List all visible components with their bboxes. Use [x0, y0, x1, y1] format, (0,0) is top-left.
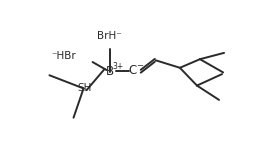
Text: SH: SH [77, 83, 92, 93]
Text: BrH⁻: BrH⁻ [97, 31, 122, 41]
Text: 3+: 3+ [112, 62, 124, 71]
Text: ⁻HBr: ⁻HBr [51, 51, 76, 61]
Text: C: C [128, 64, 136, 77]
Text: B: B [106, 65, 114, 78]
Text: −: − [136, 61, 143, 70]
